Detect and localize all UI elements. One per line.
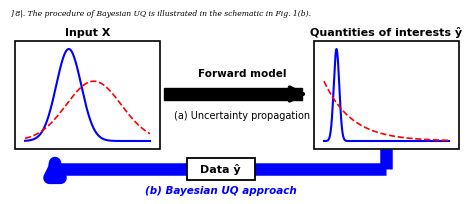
- Text: Data ŷ: Data ŷ: [200, 164, 241, 175]
- Bar: [314, 42, 459, 149]
- Text: Quantities of interests ŷ: Quantities of interests ŷ: [310, 27, 463, 38]
- Bar: [164, 89, 302, 101]
- Text: Input X: Input X: [65, 28, 110, 38]
- Text: (a) Uncertainty propagation: (a) Uncertainty propagation: [174, 110, 310, 120]
- Bar: [186, 158, 255, 180]
- Text: (b) Bayesian UQ approach: (b) Bayesian UQ approach: [145, 185, 296, 195]
- Text: Forward model: Forward model: [198, 69, 286, 79]
- Bar: [15, 42, 160, 149]
- Text: ] 8|. The procedure of Bayesian UQ is illustrated in the schematic in Fig. 1(b).: ] 8|. The procedure of Bayesian UQ is il…: [10, 10, 311, 18]
